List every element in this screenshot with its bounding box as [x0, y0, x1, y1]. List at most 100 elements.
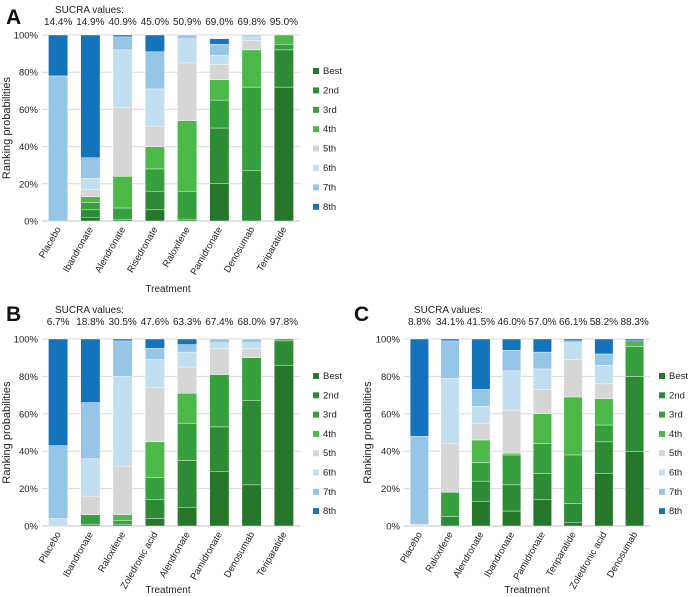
bar-segment-a-4-6: [177, 34, 197, 39]
bar-segment-a-5-1: [209, 127, 230, 184]
sucra-value: 67.4%: [205, 317, 233, 328]
bar-segment-a-3-3: [144, 146, 165, 170]
y-tick-label: 40%: [381, 447, 401, 458]
legend-label: 2nd: [669, 390, 685, 401]
legend-label: 7th: [323, 487, 336, 498]
bar-segment-c-7-0: [625, 451, 645, 527]
bar-segment-a-5-7: [209, 38, 230, 45]
bar-segment-a-6-5: [241, 36, 262, 41]
sucra-value: 8.8%: [408, 317, 431, 328]
bar-segment-c-1-1: [440, 516, 460, 527]
legend-label: 6th: [323, 163, 336, 174]
bar-segment-a-0-7: [48, 34, 69, 77]
bar-segment-a-1-2: [80, 202, 101, 211]
y-tick-label: 0%: [24, 217, 38, 228]
bar-segment-b-2-1: [112, 523, 133, 527]
bar-segment-c-1-7: [440, 338, 460, 342]
x-tick-label: Pamidronate: [512, 530, 548, 582]
bar-segment-b-3-2: [144, 477, 165, 501]
bar-segment-c-2-6: [471, 389, 491, 407]
y-tick-label: 20%: [19, 179, 39, 190]
bar-segment-b-2-7: [112, 338, 133, 342]
bar-segment-a-4-3: [177, 120, 197, 192]
sucra-value: 46.0%: [497, 317, 525, 328]
bar-segment-a-2-2: [112, 207, 133, 220]
bar-segment-c-5-7: [563, 338, 583, 342]
bar-segment-c-6-3: [594, 398, 614, 426]
panel-b-label: B: [6, 303, 21, 326]
y-axis-title: Ranking probabilities: [1, 76, 13, 179]
bar-segment-c-0-6: [409, 436, 429, 525]
x-tick-label: Alendronate: [93, 225, 128, 275]
bar-segment-b-1-5: [80, 458, 101, 497]
bar-segment-b-3-1: [144, 499, 165, 519]
y-axis-title: Ranking probabilities: [362, 381, 374, 484]
legend-label: 5th: [669, 448, 682, 459]
legend-swatch: [659, 430, 665, 437]
bar-segment-a-5-0: [209, 183, 230, 222]
bar-segment-b-5-0: [209, 471, 230, 527]
x-axis-title: Treatment: [145, 585, 190, 596]
bar-segment-a-3-0: [144, 209, 165, 222]
bar-segment-b-4-2: [177, 422, 197, 461]
y-tick-label: 80%: [19, 68, 39, 79]
legend-label: 5th: [323, 448, 336, 459]
bar-segment-b-6-1: [241, 400, 262, 486]
chart-panel-b: 0% 20% 40% 60% 80% 100% Placebo 6.7% Ibandronate…: [1, 305, 342, 596]
bar-segment-b-6-2: [241, 357, 262, 401]
bar-segment-c-3-5: [502, 370, 522, 411]
bar-segment-b-1-1: [80, 523, 101, 527]
bar-segment-b-2-5: [112, 376, 133, 467]
bar-segment-c-7-7: [625, 338, 645, 342]
bar-segment-c-7-2: [625, 346, 645, 377]
bar-segment-c-6-6: [594, 353, 614, 366]
bar-segment-a-4-2: [177, 191, 197, 220]
sucra-value: 68.0%: [237, 317, 265, 328]
legend-swatch: [313, 106, 319, 113]
bar-segment-a-5-4: [209, 64, 230, 80]
bar-segment-a-0-6: [48, 75, 69, 222]
bar-segment-c-7-3: [625, 340, 645, 347]
bar-segment-b-5-2: [209, 374, 230, 428]
bar-segment-c-5-4: [563, 359, 583, 398]
bar-segment-a-7-0: [274, 86, 294, 222]
bar-segment-a-4-4: [177, 62, 197, 121]
legend-label: 8th: [323, 202, 336, 213]
bar-segment-a-5-5: [209, 55, 230, 65]
bar-segment-a-5-2: [209, 99, 230, 129]
bar-segment-a-3-4: [144, 125, 165, 147]
bar-segment-b-4-5: [177, 351, 197, 368]
x-tick-label: Placebo: [398, 530, 425, 565]
x-tick-label: Denosumab: [222, 530, 257, 580]
x-tick-label: Teriparatide: [544, 530, 578, 578]
bar-segment-b-4-7: [177, 338, 197, 345]
bar-segment-b-3-6: [144, 348, 165, 360]
y-tick-label: 60%: [381, 409, 401, 420]
legend-swatch: [313, 430, 319, 437]
bar-segment-a-2-1: [112, 218, 133, 222]
y-tick-label: 100%: [14, 31, 39, 42]
legend-label: 4th: [323, 429, 336, 440]
legend-swatch: [313, 392, 319, 399]
bar-segment-c-1-4: [440, 443, 460, 493]
legend-label: Best: [323, 371, 342, 382]
bar-segment-a-1-3: [80, 196, 101, 203]
legend-swatch: [313, 184, 319, 191]
bar-segment-b-5-1: [209, 426, 230, 472]
x-tick-label: Raloxifene: [424, 530, 456, 574]
bar-segment-a-4-1: [177, 218, 197, 222]
bar-segment-c-1-2: [440, 492, 460, 517]
legend-label: 8th: [669, 506, 682, 517]
legend-swatch: [659, 488, 665, 495]
y-tick-label: 0%: [386, 522, 400, 533]
bar-segment-a-4-5: [177, 38, 197, 64]
bar-segment-a-1-4: [80, 189, 101, 198]
y-tick-label: 80%: [381, 372, 401, 383]
panel-c-label: C: [354, 303, 369, 326]
legend-swatch: [659, 411, 665, 418]
bar-segment-b-4-0: [177, 507, 197, 527]
x-tick-label: Pamidronate: [189, 225, 225, 277]
bar-segment-a-5-3: [209, 79, 230, 101]
bar-segment-b-6-0: [241, 484, 262, 527]
